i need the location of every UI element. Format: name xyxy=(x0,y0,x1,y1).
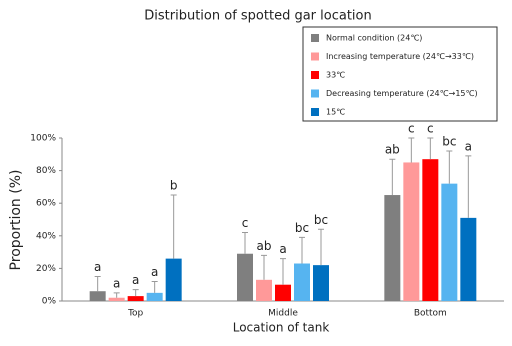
significance-letter: bc xyxy=(442,135,456,149)
error-bar xyxy=(299,236,305,264)
legend-swatch xyxy=(311,34,319,42)
bar xyxy=(403,162,420,301)
legend-swatch xyxy=(311,89,319,98)
legend-label: Increasing temperature (24℃→33℃) xyxy=(326,52,474,61)
bar xyxy=(108,297,125,301)
y-axis-label: Proportion (%) xyxy=(8,170,24,271)
bar xyxy=(146,292,163,301)
error-bar xyxy=(151,280,158,293)
significance-letter: c xyxy=(242,216,249,230)
y-tick-label: 0% xyxy=(42,297,57,307)
legend-label: Normal condition (24℃) xyxy=(326,34,422,43)
bar xyxy=(127,296,144,301)
error-bar xyxy=(280,258,286,285)
legend-label: 15℃ xyxy=(326,108,345,117)
error-bar xyxy=(261,254,267,280)
legend-swatch xyxy=(311,108,319,116)
significance-letter: a xyxy=(465,139,472,153)
error-bar xyxy=(408,137,415,163)
error-bar xyxy=(465,155,472,218)
significance-letter: a xyxy=(132,273,139,287)
significance-letter: bc xyxy=(295,221,309,235)
y-tick-label: 60% xyxy=(36,199,56,209)
error-bar xyxy=(318,228,324,266)
legend-label: Decreasing temperature (24℃→15℃) xyxy=(326,89,478,98)
error-bar xyxy=(113,292,120,298)
significance-letter: a xyxy=(94,260,101,274)
significance-letter: c xyxy=(408,122,415,136)
bar xyxy=(441,183,458,301)
error-bar xyxy=(242,232,248,254)
bar xyxy=(237,253,253,301)
bar xyxy=(384,195,401,301)
error-bar xyxy=(132,289,139,297)
x-tick-label: Bottom xyxy=(414,309,447,319)
error-bar xyxy=(94,276,101,292)
error-bar xyxy=(446,150,453,184)
bar xyxy=(165,258,182,301)
x-axis-label: Location of tank xyxy=(233,321,330,335)
x-tick-label: Middle xyxy=(268,309,298,319)
significance-letter: ab xyxy=(257,239,272,253)
bar xyxy=(294,263,310,301)
error-bar xyxy=(389,158,396,196)
significance-letter: a xyxy=(151,265,158,279)
legend-swatch xyxy=(311,52,319,61)
significance-letter: bc xyxy=(314,213,328,227)
bar xyxy=(256,279,272,301)
y-tick-label: 100% xyxy=(30,134,56,144)
legend-swatch xyxy=(311,71,319,79)
significance-letter: a xyxy=(113,276,120,290)
bar xyxy=(313,265,329,301)
significance-letter: a xyxy=(279,242,286,256)
significance-letter: b xyxy=(170,179,178,193)
y-tick-label: 40% xyxy=(36,231,56,241)
chart-title: Distribution of spotted gar location xyxy=(144,9,371,24)
error-bar xyxy=(427,137,434,160)
error-bar xyxy=(170,194,177,259)
significance-letter: c xyxy=(427,122,434,136)
y-tick-label: 20% xyxy=(36,264,56,274)
y-tick-label: 80% xyxy=(36,166,56,176)
significance-letter: ab xyxy=(385,143,400,157)
bar xyxy=(275,284,291,301)
bar xyxy=(89,291,106,301)
x-tick-label: Top xyxy=(127,309,143,319)
legend-box xyxy=(302,26,498,122)
bar xyxy=(422,159,439,301)
legend-label: 33℃ xyxy=(326,71,345,80)
bar xyxy=(460,217,477,301)
